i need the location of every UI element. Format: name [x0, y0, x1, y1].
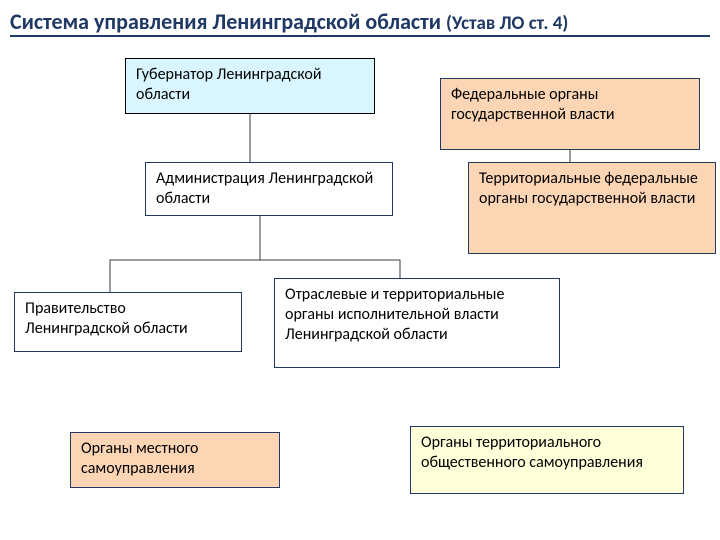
node-admin: Администрация Ленинградской области	[145, 162, 393, 216]
title-sub: (Устав ЛО ст. 4)	[446, 12, 568, 35]
edge-government-sectoral	[110, 216, 400, 260]
node-governor: Губернатор Ленинградской области	[125, 58, 375, 114]
page-title: Система управления Ленинградской области…	[10, 8, 710, 37]
title-main: Система управления Ленинградской области	[10, 8, 446, 35]
node-government: Правительство Ленинградской области	[14, 292, 242, 352]
edge-admin-sectoral	[260, 216, 400, 278]
node-local_gov: Органы местного самоуправления	[70, 432, 280, 488]
node-territorial_public: Органы территориального общественного са…	[410, 426, 684, 494]
node-territorial_federal: Территориальные федеральные органы госуд…	[468, 162, 716, 254]
node-sectoral: Отраслевые и территориальные органы испо…	[274, 278, 560, 368]
node-federal: Федеральные органы государственной власт…	[440, 78, 700, 150]
edge-admin-government	[110, 216, 260, 292]
